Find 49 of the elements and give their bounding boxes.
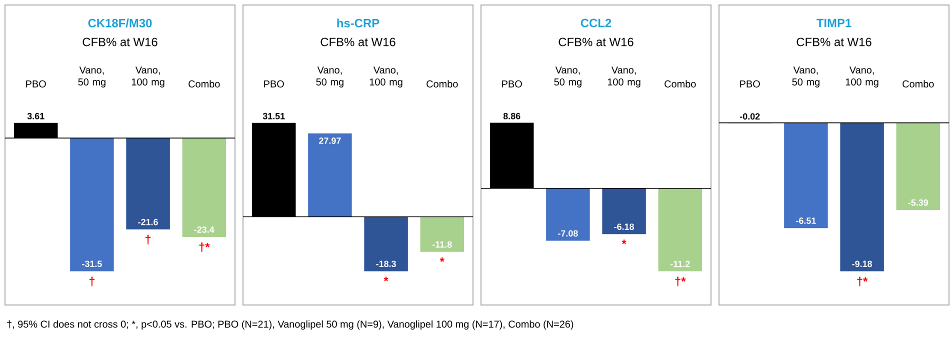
annotation: * (384, 276, 388, 282)
annotation: †* (199, 242, 210, 252)
x-tick-label: Combo (664, 80, 696, 88)
data-label: -11.8 (432, 241, 452, 248)
data-label: 3.61 (27, 112, 44, 120)
data-label: -6.18 (614, 224, 634, 230)
x-tick-label: Vano, 100 mg (132, 66, 164, 88)
chart-subtitle: CFB% at W16 (558, 38, 634, 46)
chart-title: TIMP1 (816, 18, 852, 28)
x-tick-label: PBO (264, 80, 284, 88)
annotation: † (89, 276, 94, 286)
chart-title: hs-CRP (337, 18, 380, 28)
data-label: -0.02 (740, 113, 760, 120)
annotation: * (440, 257, 444, 262)
x-tick-label: Vano, 50 mg (792, 66, 820, 88)
x-tick-label: Vano, 100 mg (846, 66, 878, 88)
chart-title: CCL2 (580, 18, 612, 28)
data-label: -31.5 (82, 260, 102, 268)
annotation: †* (857, 276, 868, 286)
annotation: † (146, 234, 151, 244)
x-tick-label: PBO (26, 80, 46, 88)
annotation: †* (675, 276, 686, 286)
x-tick-label: Vano, 50 mg (554, 66, 582, 88)
x-tick-label: PBO (502, 80, 522, 88)
x-tick-label: Combo (902, 80, 934, 88)
x-tick-label: Vano, 100 mg (370, 66, 402, 88)
data-label: -6.51 (796, 218, 816, 224)
data-label: 31.51 (262, 112, 285, 120)
data-label: -18.3 (376, 260, 396, 268)
x-tick-label: Combo (188, 80, 220, 88)
data-label: -5.39 (908, 199, 928, 206)
x-tick-label: Vano, 50 mg (316, 66, 344, 88)
chart-subtitle: CFB% at W16 (82, 38, 158, 46)
chart-title: CK18F/M30 (88, 18, 152, 28)
x-tick-label: Combo (426, 80, 458, 88)
data-label: -23.4 (194, 226, 214, 233)
data-label: -9.18 (852, 260, 872, 268)
data-label: 8.86 (503, 112, 520, 120)
data-label: -7.08 (558, 230, 578, 237)
x-tick-label: Vano, 50 mg (78, 66, 106, 88)
data-label: 27.97 (319, 138, 341, 144)
annotation: * (622, 240, 626, 244)
chart-subtitle: CFB% at W16 (320, 38, 396, 46)
x-tick-label: PBO (740, 80, 760, 88)
chart-subtitle: CFB% at W16 (796, 38, 872, 46)
data-label: -21.6 (138, 218, 158, 226)
x-tick-label: Vano, 100 mg (608, 66, 640, 88)
data-label: -11.2 (670, 260, 690, 268)
text: †, 95% CI does not cross 0; *, p<0.05 vs. PBO; PBO (N=21), Vanoglipel 50 mg (N=9), Vanoglipel 100 mg (N=17), Combo (N=26) (7, 320, 574, 330)
